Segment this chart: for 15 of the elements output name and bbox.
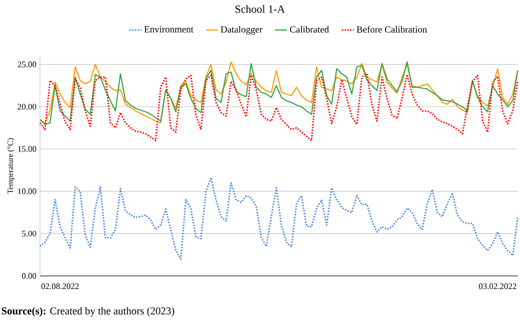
x-tick-label: 03.02.2022 (478, 283, 516, 290)
y-tick-label: 15.00 (18, 146, 36, 152)
y-tick-label: 0.00 (22, 273, 36, 279)
chart-title: School 1-A (236, 5, 285, 13)
y-tick-label: 5.00 (22, 230, 36, 237)
text: Source(s): Created by the authors (2023) (2, 307, 174, 317)
legend-label: Calibrated (290, 26, 329, 33)
legend-label: Datalogger (220, 26, 262, 35)
x-tick-label: 02.08.2022 (41, 283, 79, 290)
line-series (39, 177, 518, 260)
legend-label: Before Calibration (356, 26, 428, 33)
legend-label: Environment (144, 26, 194, 33)
y-tick-label: 25.00 (18, 62, 36, 68)
y-tick-label: 20.00 (18, 104, 36, 110)
y-tick-label: 10.00 (18, 188, 36, 194)
